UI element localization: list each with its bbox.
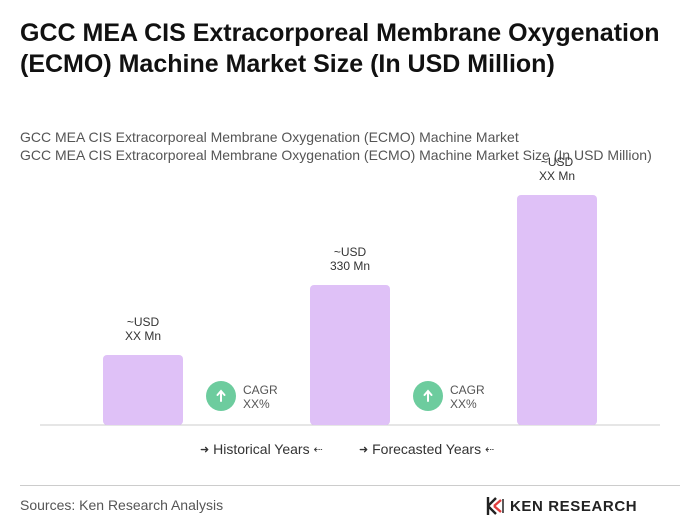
arrow-up-icon: [423, 389, 433, 402]
bar: [103, 355, 183, 425]
cagr-value: XX%: [243, 397, 270, 411]
chart-subtitle: GCC MEA CIS Extracorporeal Membrane Oxyg…: [20, 129, 519, 145]
bar-value-label: XX Mn: [539, 169, 575, 183]
legend-forecast-label: Forecasted Years: [372, 441, 482, 457]
cagr-label: CAGR: [450, 383, 485, 397]
brand-logo: KEN RESEARCH: [486, 495, 637, 517]
legend-historical: ➜ Historical Years ⇠: [200, 440, 323, 459]
cagr-label: CAGR: [243, 383, 278, 397]
legend-historical-label: Historical Years: [213, 441, 310, 457]
legend-forecast: ➜ Forecasted Years ⇠: [359, 440, 494, 459]
bar-value-label: ~USD: [541, 155, 574, 169]
bar-value-label: ~USD: [127, 315, 160, 329]
source-text: Sources: Ken Research Analysis: [20, 497, 224, 513]
arrow-right-icon: ➜: [200, 444, 210, 456]
bar-value-label: ~USD: [334, 245, 367, 259]
bar-value-label: 330 Mn: [330, 259, 370, 273]
chart-title: GCC MEA CIS Extracorporeal Membrane Oxyg…: [20, 19, 660, 78]
bar: [517, 195, 597, 425]
arrow-left-icon: ⇠: [484, 444, 495, 456]
arrow-left-icon: ⇠: [313, 444, 323, 456]
bar-value-label: XX Mn: [125, 329, 161, 343]
footer-divider: [20, 485, 680, 486]
brand-name: KEN RESEARCH: [510, 497, 638, 515]
bar: [310, 285, 390, 425]
arrow-up-icon: [216, 389, 226, 402]
ken-research-logo-icon: [486, 497, 504, 515]
cagr-value: XX%: [450, 397, 477, 411]
arrow-right-icon: ➜: [359, 444, 369, 456]
chart-subtitle-secondary: GCC MEA CIS Extracorporeal Membrane Oxyg…: [20, 147, 652, 163]
